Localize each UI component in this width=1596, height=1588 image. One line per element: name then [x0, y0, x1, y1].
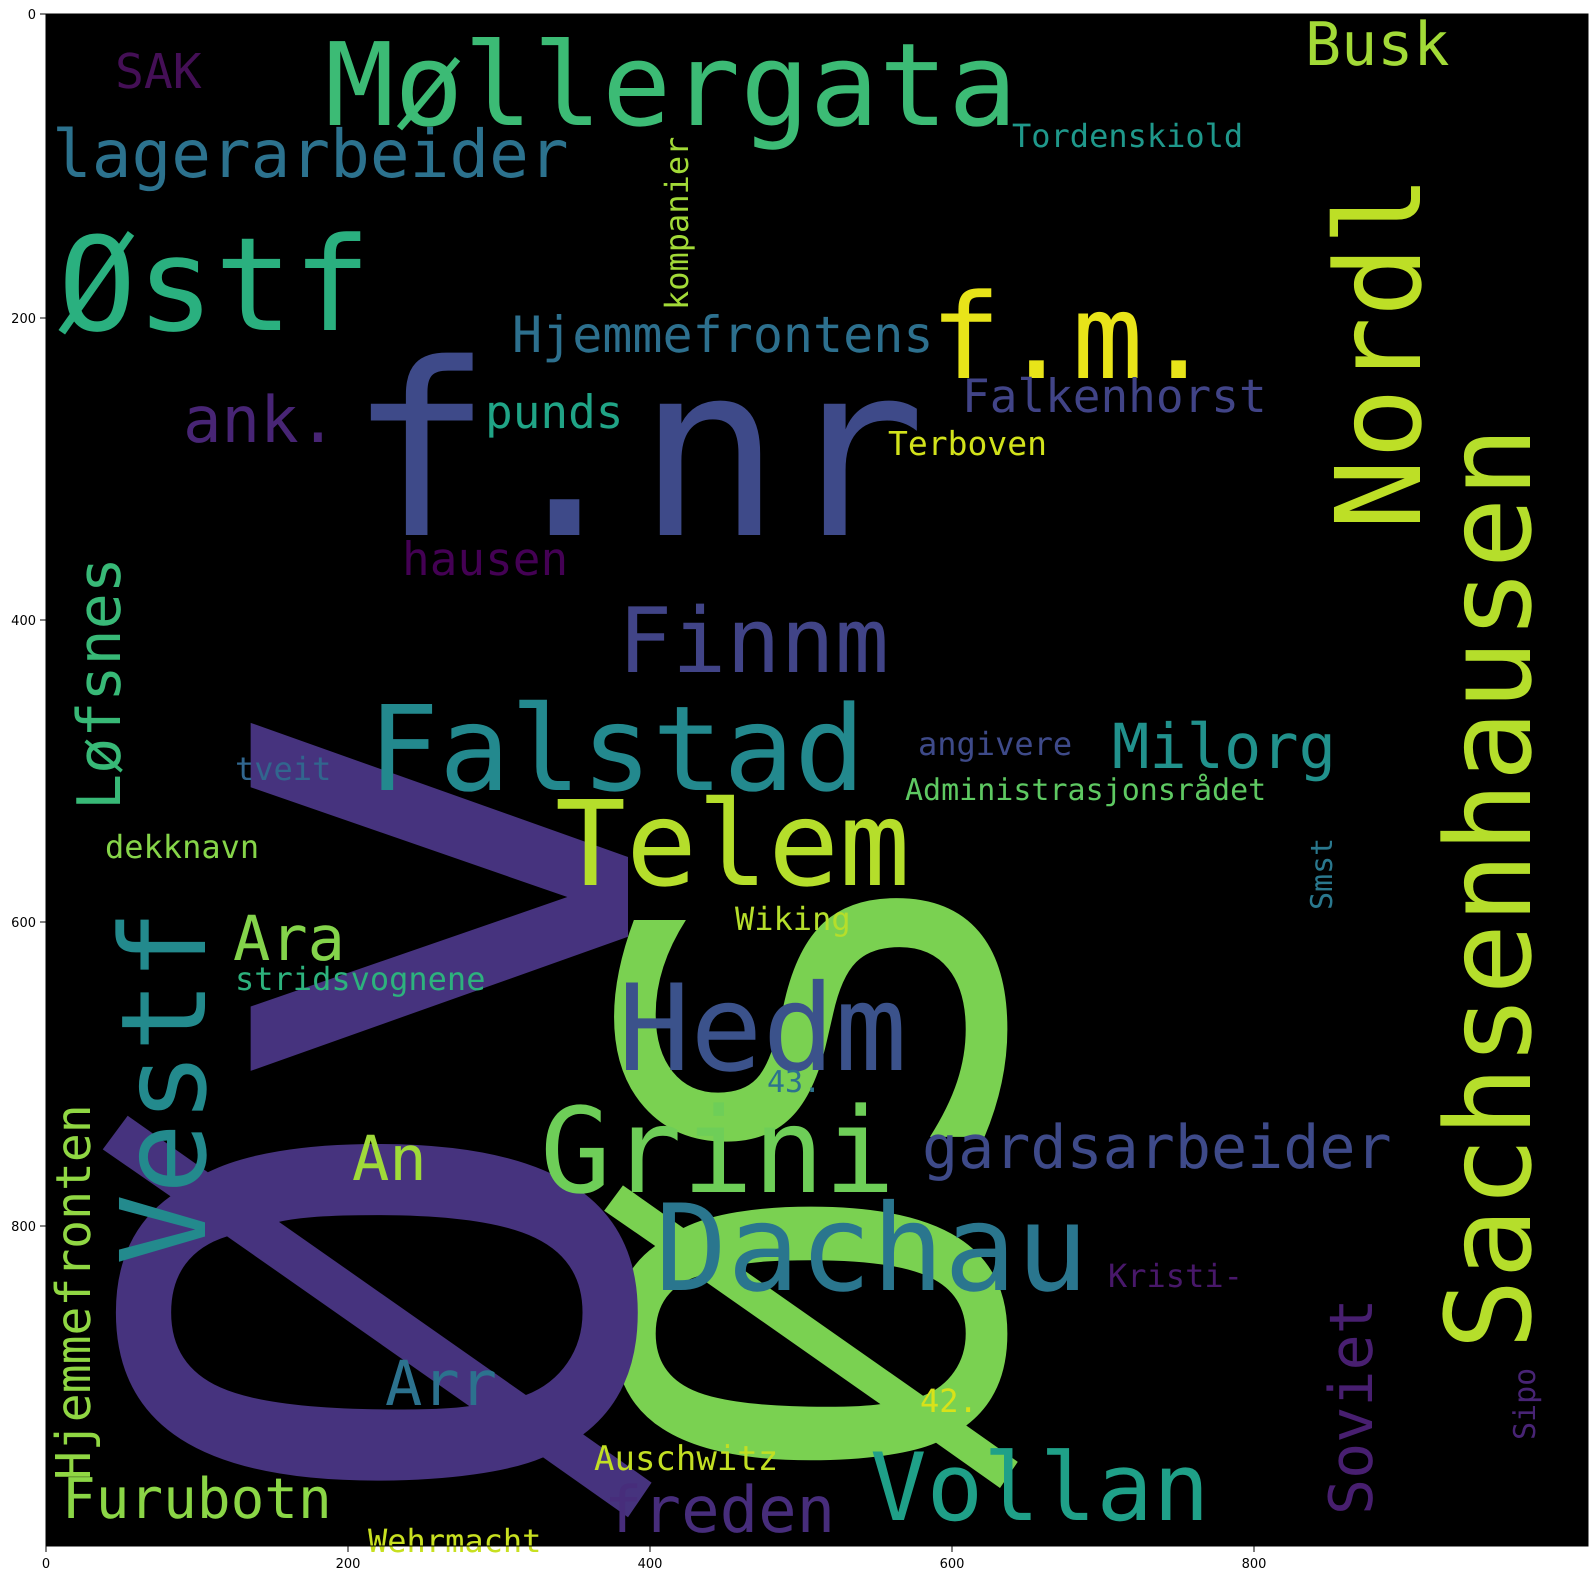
word: tveit: [235, 750, 331, 788]
word: Milorg: [1112, 710, 1336, 783]
word: Møllergata: [325, 19, 1017, 153]
word: Soviet: [1317, 1298, 1387, 1515]
word: Sipo: [1508, 1368, 1543, 1440]
word: Auschwitz: [594, 1439, 778, 1479]
word: Vestf: [95, 910, 233, 1265]
word: freden: [604, 1474, 835, 1548]
word: hausen: [402, 532, 568, 586]
word: Øv: [0, 689, 791, 1520]
word: Vollan: [870, 1434, 1210, 1543]
word: f.m.: [930, 268, 1214, 406]
y-tick-label: 600: [11, 916, 36, 931]
word: Terboven: [888, 424, 1047, 463]
y-tick-label: 800: [11, 1220, 36, 1235]
x-tick-label: 200: [336, 1557, 361, 1572]
word: Østf: [58, 209, 371, 361]
x-tick-label: 400: [638, 1557, 663, 1572]
y-tick-label: 200: [11, 312, 36, 327]
word: SAK: [115, 44, 202, 100]
word: kompanier: [658, 137, 696, 310]
word: stridsvognene: [235, 960, 485, 998]
word: Telem: [555, 775, 910, 913]
word: Administrasjonsrådet: [905, 773, 1266, 808]
word: Busk: [1305, 10, 1450, 80]
word: Hedm: [618, 960, 907, 1099]
word: Løfsnes: [65, 557, 135, 810]
y-axis: 0 200 400 600 800: [11, 8, 46, 1235]
x-tick-label: 800: [1242, 1557, 1267, 1572]
word: Tordenskiold: [1012, 117, 1243, 155]
word: Arr: [385, 1347, 497, 1420]
word: Falstad: [368, 680, 865, 818]
word: Hjemmefrontens: [512, 306, 933, 364]
word: Smst: [1305, 838, 1340, 910]
plot-background: [46, 14, 1588, 1546]
word: angivere: [918, 725, 1072, 763]
word: Wiking: [735, 900, 851, 938]
word: Ara: [233, 902, 345, 975]
word: Kristi-: [1108, 1257, 1243, 1295]
word: gardsarbeider: [922, 1113, 1392, 1183]
word: Hjemmefronten: [46, 1104, 102, 1480]
x-axis: 0 200 400 600 800: [42, 1546, 1267, 1572]
word-layer: ØS Øv f.nr Møllergata Sachsenhausen Nord…: [0, 10, 1558, 1560]
word: f.nr: [348, 312, 926, 592]
word: 42.: [920, 1382, 978, 1420]
word: Wehrmacht: [368, 1522, 541, 1560]
y-tick-label: 0: [28, 8, 36, 23]
word: Finnm: [618, 589, 889, 694]
word: Furubotn: [62, 1467, 332, 1532]
word: ank.: [183, 384, 337, 458]
axes-frame: [45, 13, 1589, 1547]
word: ØS: [517, 864, 1123, 1490]
word: dekknavn: [105, 828, 259, 866]
x-tick-label: 0: [42, 1557, 50, 1572]
word: Sachsenhausen: [1420, 426, 1558, 1350]
word: Nordl: [1310, 175, 1448, 530]
x-tick-label: 600: [940, 1557, 965, 1572]
word: An: [352, 1122, 427, 1195]
word: Dachau: [655, 1180, 1088, 1319]
word: Grini: [540, 1082, 895, 1220]
word: lagerarbeider: [52, 116, 569, 193]
word: 43.: [767, 1065, 821, 1100]
y-tick-label: 400: [11, 614, 36, 629]
word: Falkenhorst: [962, 369, 1267, 423]
word: punds: [485, 385, 623, 439]
